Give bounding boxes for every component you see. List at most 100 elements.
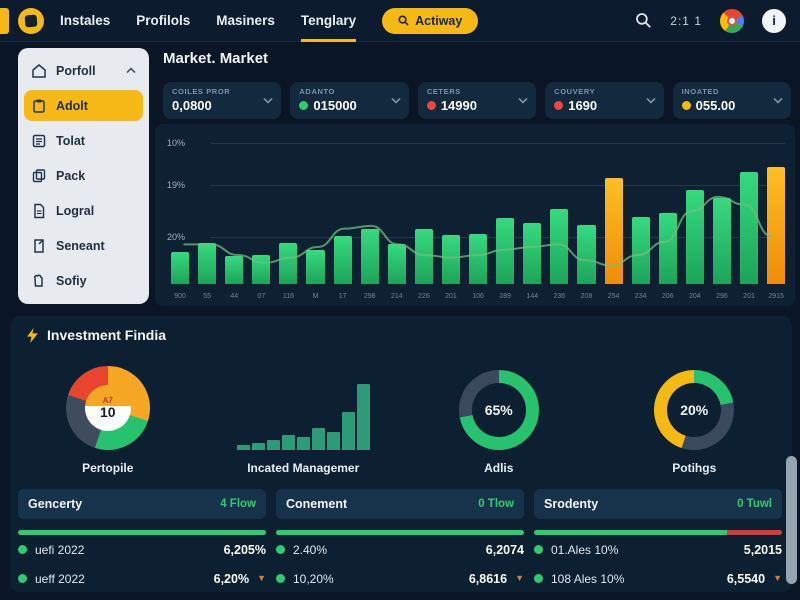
x-axis-label: 201 [743,293,755,300]
table-header: Conement 0 Tlow [276,489,524,519]
bar-chart-panel: 10% 19% 20% 900 55 44 07 116 M 17 298 214 226 201 106… [155,124,795,306]
sidebar-item-label: Porfoll [56,63,96,78]
table-progress [534,530,782,535]
chart-bar [550,208,569,284]
search-icon [398,15,409,26]
browser-avatar[interactable] [720,8,744,33]
progress-segment [276,530,524,535]
row-dot [276,574,285,583]
stats-row: COILES PROR 0,0800 ADANTO 015000 CETERS 14990… [163,82,792,119]
row-value: 5,2015 [743,542,782,557]
step-bar [356,384,370,450]
progress-segment [18,530,266,535]
sidebar-item-label: Logral [56,204,95,219]
x-axis-label: 44 [230,293,239,300]
x-axis-label: 236 [553,293,566,300]
table-row[interactable]: ueff 2022 6,20% ▼ [18,564,266,593]
pie-center-top: A7 [102,396,113,405]
step-bar [251,443,265,450]
x-axis-label: M [312,293,319,300]
sidebar-item-tolat[interactable]: Tolat [24,125,143,156]
clock-text: 2:1 1 [670,13,702,28]
x-axis-label: 106 [472,293,484,300]
sidebar-item-porfoll[interactable]: Porfoll [24,55,143,86]
y-axis-label: 20% [167,232,186,242]
gridline [211,143,785,144]
scrollbar[interactable] [786,456,797,584]
stat-label: INOATED [681,87,720,96]
stat-card-ceters[interactable]: CETERS 14990 [417,82,537,119]
page-icon [34,239,44,254]
action-button[interactable]: Actiway [382,7,479,34]
status-dot [426,101,436,110]
summary-table-conement: Conement 0 Tlow 2.40% 6,2074 10,20% 6,8616 ▼ [276,489,524,593]
progress-segment [534,530,728,535]
sidebar-item-pack[interactable]: Pack [24,160,143,191]
row-label: ueff 2022 [35,571,85,586]
x-axis-label: 116 [282,293,294,300]
sidebar-item-seneant[interactable]: Seneant [24,231,143,262]
row-label: uefi 2022 [35,542,85,557]
chart-bar [577,224,596,284]
sidebar-item-label: Adolt [56,98,88,113]
x-axis-label: 289 [499,293,512,300]
x-axis-label: 208 [580,293,593,300]
table-row[interactable]: 2.40% 6,2074 [276,535,524,564]
row-label: 2.40% [293,542,328,557]
x-axis-label: 214 [390,293,403,300]
nav-item-instales[interactable]: Instales [60,13,111,28]
chart-bar [252,254,271,284]
row-value: 6,20% [213,571,250,586]
table-badge: 0 Tuwl [737,498,772,510]
donut-center: 20% [667,383,722,437]
table-row[interactable]: 10,20% 6,8616 ▼ [276,564,524,593]
table-progress [276,530,524,535]
y-axis-label: 10% [167,138,186,148]
nav-item-tenglary[interactable]: Tenglary [300,0,357,42]
chevron-down-icon [263,97,273,104]
sidebar-item-label: Tolat [56,133,85,148]
bar-chart [171,152,786,284]
table-row[interactable]: uefi 2022 6,205% [18,535,266,564]
widget-incated-managemer: Incated Managemer [206,357,402,475]
info-avatar[interactable]: i [762,8,786,33]
step-bar [281,435,295,450]
clipboard-icon [33,99,45,113]
table-row[interactable]: 01.Ales 10% 5,2015 [534,535,782,564]
stat-card-coiles-pror[interactable]: COILES PROR 0,0800 [163,82,282,119]
page-title: Market. Market [163,50,269,67]
stat-card-inoated[interactable]: INOATED 055.00 [672,82,792,119]
pie-center: A7 10 [84,385,131,431]
trend-down-icon: ▼ [773,573,782,583]
chevron-down-icon [391,97,401,104]
table-progress [18,530,266,535]
sidebar-item-adolt[interactable]: Adolt [24,90,143,122]
nav-item-profilols[interactable]: Profilols [136,13,191,28]
summary-table-gencerty: Gencerty 4 Flow uefi 2022 6,205% ueff 2022 6,… [18,489,266,593]
stat-card-couvery[interactable]: COUVERY 1690 [545,82,664,119]
stat-card-adanto[interactable]: ADANTO 015000 [290,82,409,119]
nav-item-masiners[interactable]: Masiners [216,13,275,28]
bolt-icon [27,327,38,343]
x-axis-label: 2915 [768,293,784,300]
topbar: Instales Profilols Masiners Tenglary Actiwa… [0,0,800,42]
table-title: Srodenty [544,497,599,511]
sidebar-item-logral[interactable]: Logral [24,196,143,227]
chart-bar [333,236,352,284]
chart-bar [767,166,786,284]
x-axis-label: 206 [661,293,674,300]
x-axis-labels: 900 55 44 07 116 M 17 298 214 226 201 106 289 144 236 2… [171,293,785,300]
row-dot [276,545,285,554]
table-row[interactable]: 108 Ales 10% 6,5540 ▼ [534,564,782,593]
summary-table-srodenty: Srodenty 0 Tuwl 01.Ales 10% 5,2015 108 Ales … [534,489,782,593]
stat-value: 0,0800 [172,98,212,113]
step-bar [266,440,280,450]
donut-center-value: 20% [680,402,709,418]
row-value: 6,2074 [485,542,524,557]
app-logo-icon[interactable] [18,7,44,34]
search-icon[interactable] [635,12,652,29]
sidebar-item-sofiy[interactable]: Sofiy [24,266,143,297]
progress-segment [727,530,782,535]
gridline [211,185,785,186]
status-dot [554,101,564,110]
